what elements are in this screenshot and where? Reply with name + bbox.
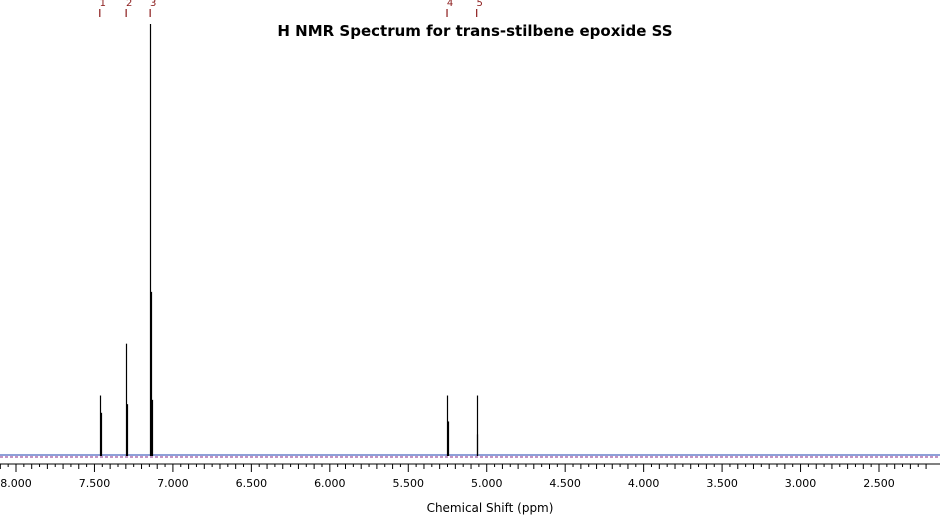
x-tick-label: 2.500 (863, 477, 895, 490)
peak-label-2: 2 (126, 0, 132, 9)
peak-label-1: 1 (100, 0, 106, 9)
peak-label-5: 5 (476, 0, 482, 9)
x-tick-label: 8.000 (0, 477, 32, 490)
peak-label-4: 4 (447, 0, 453, 9)
x-tick-label: 5.000 (471, 477, 503, 490)
x-tick-label: 3.000 (785, 477, 817, 490)
x-tick-label: 6.000 (314, 477, 346, 490)
peak-label-3: 3 (150, 0, 156, 9)
x-axis: 8.000 7.500 7.000 6.500 6.000 5.500 5.000 4.500… (0, 463, 940, 490)
x-tick-label: 3.500 (706, 477, 738, 490)
x-tick-label: 6.500 (236, 477, 268, 490)
x-tick-label: 7.500 (79, 477, 111, 490)
peak-labels-group: 1 2 3 4 5 (99, 0, 483, 17)
peaks-group (99, 24, 479, 456)
x-tick-label: 5.500 (393, 477, 425, 490)
baseline-group (0, 454, 940, 458)
x-tick-label: 4.000 (628, 477, 660, 490)
x-tick-label: 7.000 (157, 477, 189, 490)
x-axis-label: Chemical Shift (ppm) (427, 501, 554, 515)
x-tick-label: 4.500 (549, 477, 581, 490)
chart-title: H NMR Spectrum for trans-stilbene epoxid… (277, 22, 672, 40)
